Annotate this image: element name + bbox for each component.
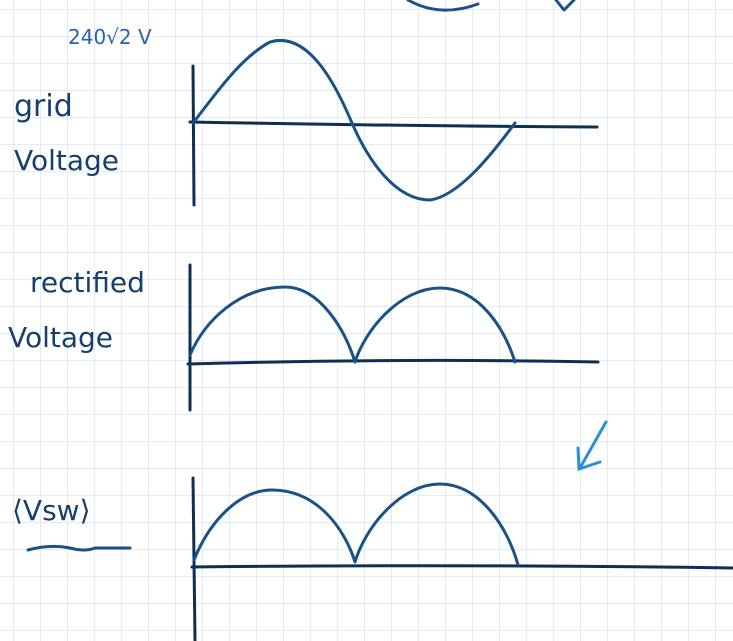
plot-label: grid [14,89,73,124]
page: {"amplitude_note": "240√2 V", "plots": [… [0,0,733,641]
plot-label: Voltage [8,321,113,354]
plot-label: ⟨Vsw⟩ [12,494,91,527]
sketch: 240√2 V grid Voltage rectified Voltage ⟨… [0,0,733,641]
plot-label: Voltage [14,144,119,177]
plot-label: rectified [30,266,145,299]
amplitude-note: 240√2 V [68,25,152,49]
